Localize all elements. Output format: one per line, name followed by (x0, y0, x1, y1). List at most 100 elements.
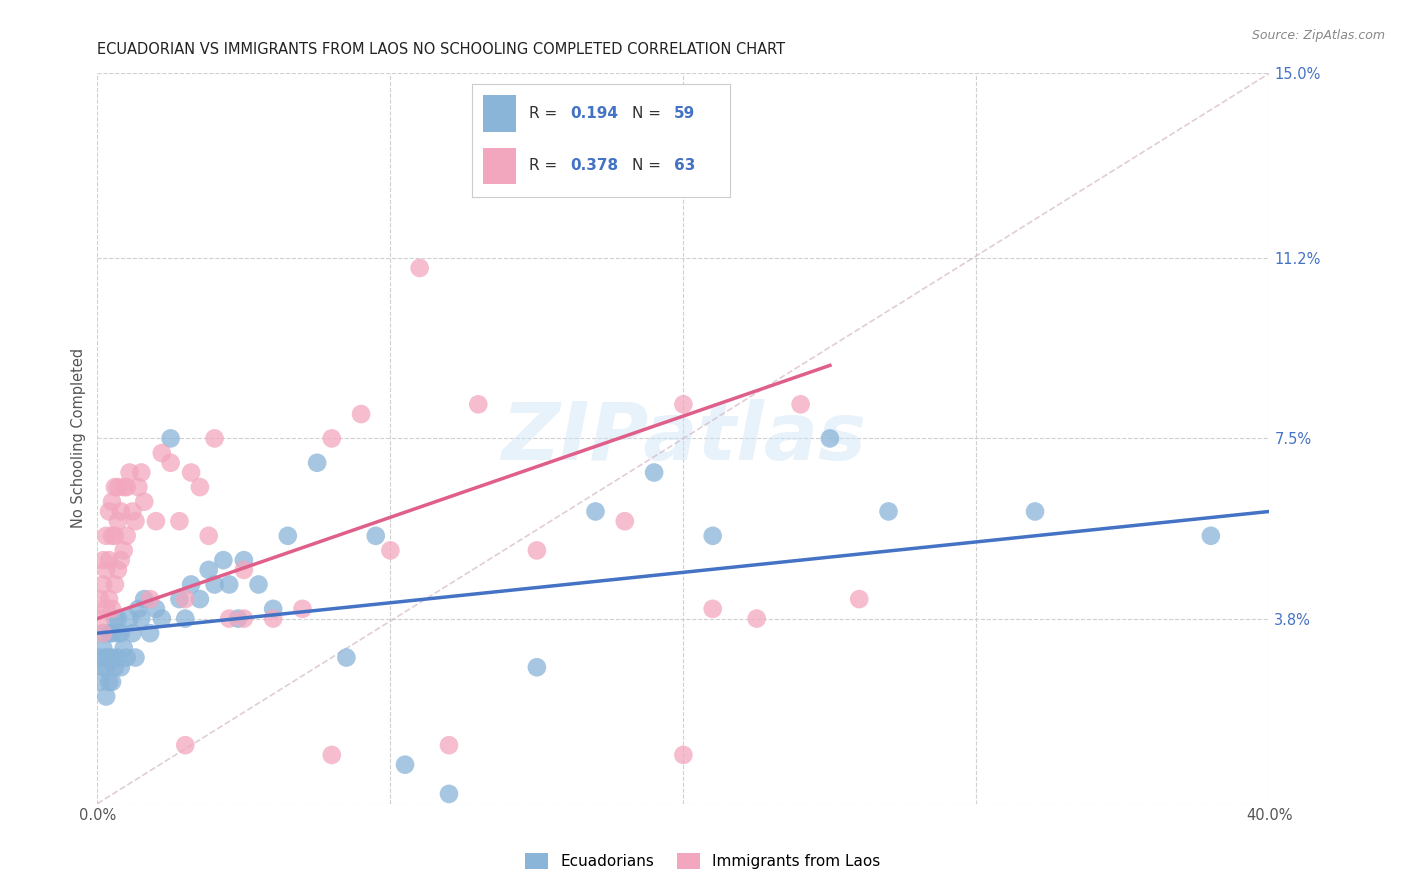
Point (226, 611, 249, 625)
Point (124, 514, 146, 528)
Point (107, 611, 129, 625)
Point (247, 577, 270, 591)
Point (150, 446, 173, 460)
Point (98, 504, 121, 518)
Point (107, 563, 129, 577)
Point (110, 553, 132, 567)
Point (101, 626, 124, 640)
Point (307, 456, 329, 470)
Point (107, 514, 129, 528)
Point (118, 611, 141, 625)
Point (197, 563, 219, 577)
Point (110, 626, 132, 640)
Point (89, 674, 111, 689)
Point (467, 397, 489, 411)
Point (94, 602, 117, 616)
Point (197, 529, 219, 543)
Point (107, 650, 129, 665)
Point (848, 592, 870, 607)
Point (232, 563, 254, 577)
Point (789, 397, 811, 411)
Point (437, 787, 460, 801)
Text: ECUADORIAN VS IMMIGRANTS FROM LAOS NO SCHOOLING COMPLETED CORRELATION CHART: ECUADORIAN VS IMMIGRANTS FROM LAOS NO SC… (97, 42, 786, 57)
Point (127, 602, 149, 616)
Point (104, 577, 127, 591)
Point (131, 466, 153, 480)
Point (321, 431, 343, 445)
Point (118, 466, 141, 480)
Point (91, 553, 114, 567)
Point (101, 529, 124, 543)
Point (232, 611, 254, 625)
Point (277, 529, 299, 543)
Point (101, 494, 124, 508)
Point (1199, 529, 1222, 543)
Point (159, 456, 181, 470)
Point (174, 738, 197, 752)
Point (145, 602, 167, 616)
Point (121, 504, 143, 518)
Point (745, 611, 768, 625)
Point (112, 543, 135, 558)
Point (262, 602, 284, 616)
Point (101, 674, 124, 689)
Point (101, 650, 124, 665)
Point (98, 674, 121, 689)
Point (585, 504, 607, 518)
Point (107, 626, 129, 640)
Point (91, 640, 114, 655)
Point (672, 747, 695, 762)
Point (89, 592, 111, 607)
Point (134, 592, 156, 607)
Point (91, 660, 114, 674)
Point (159, 431, 181, 445)
Point (98, 650, 121, 665)
Point (127, 480, 149, 494)
Point (94, 690, 117, 704)
Point (672, 397, 695, 411)
Point (134, 494, 156, 508)
Point (350, 407, 373, 421)
Point (110, 504, 132, 518)
Point (188, 592, 211, 607)
Point (437, 738, 460, 752)
Point (124, 650, 146, 665)
Point (107, 480, 129, 494)
Point (613, 514, 636, 528)
Point (115, 529, 138, 543)
Point (94, 650, 117, 665)
Point (877, 504, 900, 518)
Point (174, 611, 197, 625)
Text: ZIPatlas: ZIPatlas (501, 400, 866, 477)
Point (94, 660, 117, 674)
Point (204, 577, 226, 591)
Point (89, 611, 111, 625)
Point (110, 660, 132, 674)
Point (364, 529, 387, 543)
Point (526, 543, 548, 558)
Point (702, 602, 724, 616)
Point (112, 640, 135, 655)
Y-axis label: No Schooling Completed: No Schooling Completed (72, 349, 86, 528)
Point (232, 553, 254, 567)
Point (380, 543, 402, 558)
Point (115, 480, 138, 494)
Point (218, 611, 240, 625)
Point (169, 514, 191, 528)
Point (408, 260, 430, 275)
Point (291, 602, 314, 616)
Point (643, 466, 665, 480)
Point (702, 529, 724, 543)
Text: Source: ZipAtlas.com: Source: ZipAtlas.com (1251, 29, 1385, 42)
Point (98, 592, 121, 607)
Point (139, 592, 162, 607)
Point (180, 577, 202, 591)
Legend: Ecuadorians, Immigrants from Laos: Ecuadorians, Immigrants from Laos (519, 847, 887, 875)
Point (94, 529, 117, 543)
Point (94, 563, 117, 577)
Point (91, 626, 114, 640)
Point (104, 529, 127, 543)
Point (115, 650, 138, 665)
Point (526, 660, 548, 674)
Point (218, 577, 240, 591)
